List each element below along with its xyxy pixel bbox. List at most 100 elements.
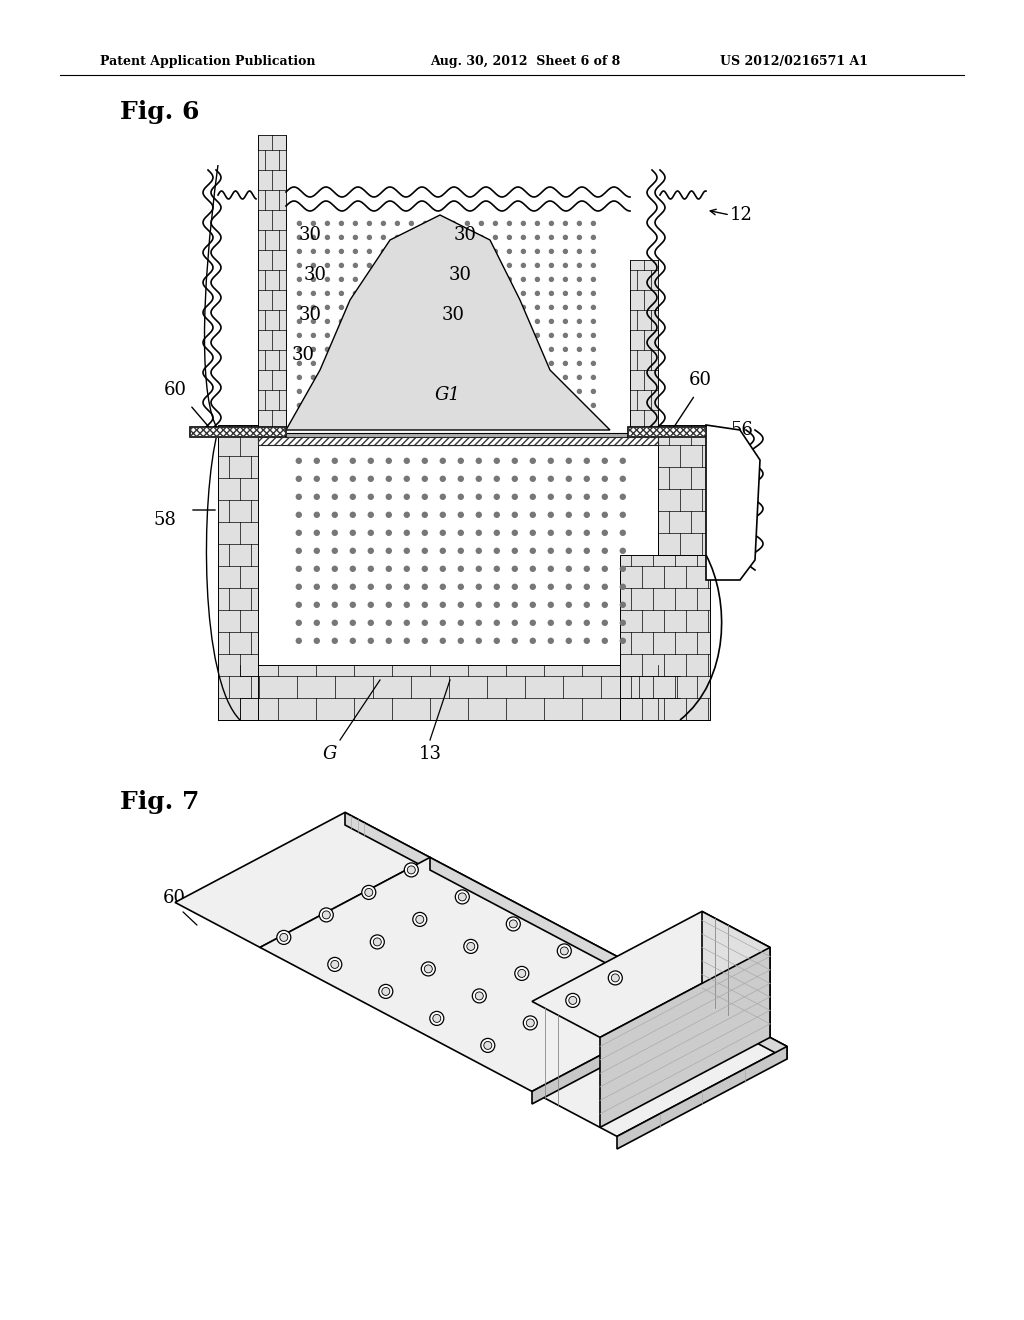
Polygon shape (532, 1002, 787, 1137)
Circle shape (566, 602, 571, 607)
Circle shape (404, 602, 410, 607)
Circle shape (452, 334, 456, 338)
Circle shape (550, 404, 553, 408)
Circle shape (472, 989, 486, 1003)
Text: Aug. 30, 2012  Sheet 6 of 8: Aug. 30, 2012 Sheet 6 of 8 (430, 55, 621, 69)
Circle shape (585, 639, 589, 643)
Circle shape (422, 512, 427, 517)
Circle shape (353, 277, 357, 281)
Circle shape (465, 389, 469, 393)
Circle shape (386, 602, 391, 607)
Circle shape (563, 334, 567, 338)
Circle shape (459, 512, 463, 517)
Circle shape (621, 458, 626, 463)
Text: 13: 13 (419, 744, 441, 763)
Circle shape (459, 566, 463, 572)
Circle shape (422, 458, 427, 463)
Circle shape (557, 944, 571, 958)
Circle shape (423, 347, 427, 351)
Circle shape (440, 602, 445, 607)
Circle shape (479, 305, 483, 309)
Circle shape (353, 389, 357, 393)
Circle shape (440, 566, 445, 572)
Circle shape (479, 389, 483, 393)
Circle shape (465, 319, 469, 323)
Circle shape (339, 305, 343, 309)
Circle shape (621, 531, 626, 536)
Circle shape (530, 620, 536, 626)
Circle shape (452, 305, 456, 309)
Circle shape (381, 404, 385, 408)
Circle shape (512, 458, 517, 463)
Circle shape (422, 585, 427, 589)
Circle shape (410, 404, 414, 408)
Circle shape (530, 458, 536, 463)
Circle shape (521, 222, 525, 226)
Circle shape (423, 222, 427, 226)
Circle shape (437, 389, 441, 393)
Circle shape (422, 639, 427, 643)
Circle shape (440, 512, 445, 517)
Circle shape (422, 548, 427, 553)
Circle shape (326, 347, 330, 351)
Circle shape (328, 957, 342, 972)
Circle shape (296, 531, 301, 536)
Circle shape (333, 639, 337, 643)
Circle shape (410, 389, 414, 393)
Circle shape (602, 477, 607, 482)
Circle shape (548, 512, 553, 517)
Circle shape (280, 933, 288, 941)
Circle shape (476, 566, 481, 572)
Circle shape (550, 249, 553, 253)
Circle shape (566, 994, 580, 1007)
Circle shape (566, 620, 571, 626)
Circle shape (548, 477, 553, 482)
Circle shape (311, 362, 315, 366)
Circle shape (381, 277, 385, 281)
Circle shape (495, 620, 500, 626)
Circle shape (440, 458, 445, 463)
Circle shape (611, 974, 620, 982)
Circle shape (339, 347, 343, 351)
Circle shape (578, 334, 582, 338)
Circle shape (592, 305, 595, 309)
Circle shape (494, 249, 498, 253)
Circle shape (523, 1016, 538, 1030)
Bar (258, 437, 658, 445)
Polygon shape (600, 948, 770, 1127)
Circle shape (311, 235, 315, 239)
Circle shape (353, 319, 357, 323)
Circle shape (548, 548, 553, 553)
Circle shape (437, 292, 441, 296)
Circle shape (353, 305, 357, 309)
Circle shape (379, 985, 393, 998)
Circle shape (296, 639, 301, 643)
Circle shape (452, 292, 456, 296)
Circle shape (521, 375, 525, 379)
Circle shape (578, 222, 582, 226)
Circle shape (353, 334, 357, 338)
Circle shape (386, 585, 391, 589)
Circle shape (563, 264, 567, 268)
Circle shape (508, 404, 511, 408)
Circle shape (353, 347, 357, 351)
Circle shape (395, 319, 399, 323)
Polygon shape (702, 1002, 787, 1059)
Circle shape (494, 319, 498, 323)
Circle shape (578, 375, 582, 379)
Circle shape (459, 458, 463, 463)
Circle shape (314, 585, 319, 589)
Circle shape (423, 277, 427, 281)
Circle shape (311, 404, 315, 408)
Bar (240, 665, 680, 719)
Circle shape (592, 292, 595, 296)
Circle shape (592, 362, 595, 366)
Circle shape (592, 222, 595, 226)
Circle shape (339, 319, 343, 323)
Circle shape (452, 277, 456, 281)
Circle shape (353, 222, 357, 226)
Circle shape (395, 264, 399, 268)
Circle shape (395, 404, 399, 408)
Circle shape (509, 920, 517, 928)
Circle shape (512, 477, 517, 482)
